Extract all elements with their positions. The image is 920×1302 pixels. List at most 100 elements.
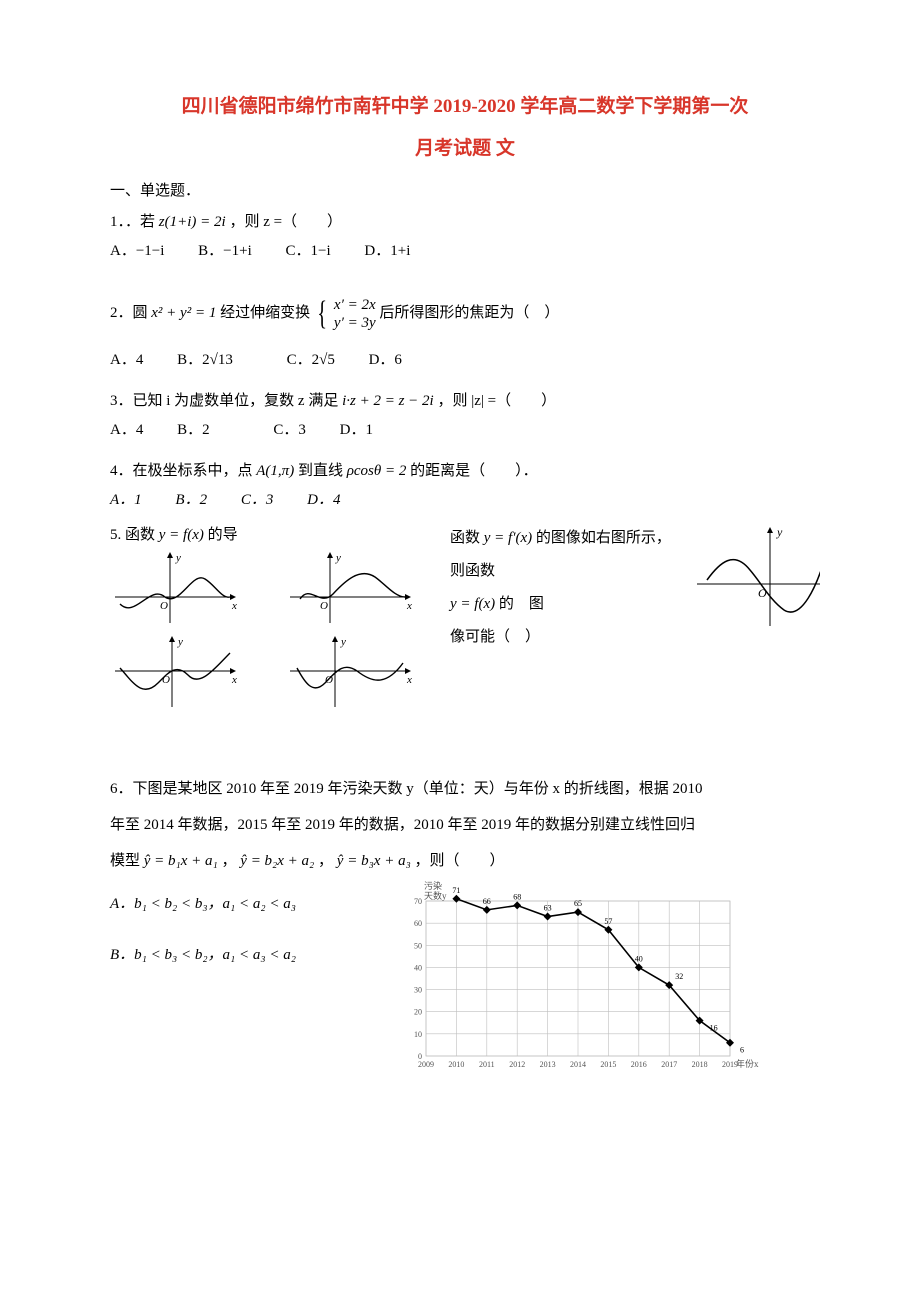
question-2: 2．圆 x² + y² = 1 经过伸缩变换 { x′ = 2x y′ = 3y… bbox=[110, 283, 820, 373]
svg-text:2014: 2014 bbox=[570, 1060, 586, 1069]
q4-optD: D．4 bbox=[307, 492, 340, 508]
svg-text:x: x bbox=[231, 674, 237, 686]
q2-eq1: x² + y² = 1 bbox=[151, 305, 216, 321]
svg-text:63: 63 bbox=[544, 903, 552, 912]
svg-text:2015: 2015 bbox=[600, 1060, 616, 1069]
q2-optB: B．2√13 bbox=[177, 352, 233, 368]
q3-optC: C．3 bbox=[273, 422, 306, 438]
question-3: 3．已知 i 为虚数单位，复数 z 满足 i·z + 2 = z − 2i ，则… bbox=[110, 388, 820, 444]
svg-text:y: y bbox=[335, 552, 341, 564]
svg-text:40: 40 bbox=[414, 963, 422, 972]
svg-text:y: y bbox=[340, 636, 346, 648]
svg-text:2016: 2016 bbox=[631, 1060, 647, 1069]
q3-optD: D．1 bbox=[340, 422, 373, 438]
q6-optB: B．b₁ < b₃ < b₂，a₁ < a₃ < a₂ bbox=[110, 942, 370, 969]
q6-stem-c-a: 模型 bbox=[110, 853, 144, 869]
q2-optD: D．6 bbox=[369, 352, 402, 368]
svg-text:32: 32 bbox=[675, 972, 683, 981]
q3-options: A．4 B．2 C．3 D．1 bbox=[110, 417, 820, 444]
q5-stem-g: 像可能（ ） bbox=[450, 621, 676, 654]
q2-stem-b: 经过伸缩变换 bbox=[220, 305, 314, 321]
question-6: 6．下图是某地区 2010 年至 2019 年污染天数 y（单位：天）与年份 x… bbox=[110, 771, 820, 1074]
q2-stem-a: 2．圆 bbox=[110, 305, 151, 321]
q6-m1: ŷ = b₁x + a₁ bbox=[144, 853, 218, 869]
svg-text:2009: 2009 bbox=[418, 1060, 434, 1069]
q1-optD: D．1+i bbox=[364, 243, 410, 259]
svg-text:57: 57 bbox=[604, 916, 612, 925]
q1-stem-a: 1．．若 bbox=[110, 214, 159, 230]
svg-text:6: 6 bbox=[740, 1045, 744, 1054]
svg-text:16: 16 bbox=[710, 1023, 718, 1032]
q4-optA: A．1 bbox=[110, 492, 142, 508]
q5-stem-b: 的导 bbox=[208, 527, 238, 543]
q4-stem-a: 4．在极坐标系中，点 bbox=[110, 463, 256, 479]
svg-text:2013: 2013 bbox=[540, 1060, 556, 1069]
svg-text:30: 30 bbox=[414, 985, 422, 994]
svg-text:10: 10 bbox=[414, 1029, 422, 1038]
q5-stem-c: 函数 bbox=[450, 530, 484, 546]
svg-text:O: O bbox=[320, 600, 328, 612]
q6-c2: ， bbox=[318, 853, 333, 869]
svg-text:50: 50 bbox=[414, 941, 422, 950]
q5-stem-e: y = f(x) bbox=[450, 596, 495, 612]
page-title-line1: 四川省德阳市绵竹市南轩中学 2019-2020 学年高二数学下学期第一次 bbox=[110, 90, 820, 124]
q5-option-graphs: x y O x y O x y O bbox=[110, 549, 430, 711]
svg-text:65: 65 bbox=[574, 899, 582, 908]
q1-options: A．−1−i B．−1+i C．1−i D．1+i bbox=[110, 238, 820, 265]
svg-text:2012: 2012 bbox=[509, 1060, 525, 1069]
q1-optA: A．−1−i bbox=[110, 243, 164, 259]
svg-text:2018: 2018 bbox=[692, 1060, 708, 1069]
svg-text:70: 70 bbox=[414, 897, 422, 906]
svg-text:天数y: 天数y bbox=[424, 890, 447, 901]
question-5: 5. 函数 y = f(x) 的导 x y O bbox=[110, 522, 820, 711]
q1-math: z(1+i) = 2i bbox=[159, 214, 226, 230]
q6-m2: ŷ = b₂x + a₂ bbox=[240, 853, 314, 869]
q5-stem-f: 的 图 bbox=[499, 596, 544, 612]
q2-options: A．4 B．2√13 C．2√5 D．6 bbox=[110, 347, 820, 374]
svg-text:O: O bbox=[325, 674, 333, 686]
svg-text:71: 71 bbox=[452, 885, 460, 894]
svg-text:年份x: 年份x bbox=[736, 1058, 759, 1069]
q6-m3: ŷ = b₃x + a₃ bbox=[337, 853, 411, 869]
page-title-line2: 月考试题 文 bbox=[110, 132, 820, 166]
q4-optC: C．3 bbox=[241, 492, 274, 508]
q5-stem-a: 5. 函数 bbox=[110, 527, 159, 543]
q6-stem-a: 6．下图是某地区 2010 年至 2019 年污染天数 y（单位：天）与年份 x… bbox=[110, 771, 820, 807]
q2-brace-bot: y′ = 3y bbox=[334, 315, 376, 331]
section-header: 一、单选题． bbox=[110, 178, 820, 205]
svg-text:x: x bbox=[231, 600, 237, 612]
question-4: 4．在极坐标系中，点 A(1,π) 到直线 ρcosθ = 2 的距离是（ ）．… bbox=[110, 458, 820, 514]
svg-text:O: O bbox=[758, 586, 767, 600]
q3-stem-b: ，则 |z| =（ ） bbox=[437, 393, 556, 409]
svg-text:60: 60 bbox=[414, 919, 422, 928]
q4-options: A．1 B．2 C．3 D．4 bbox=[110, 487, 820, 514]
svg-text:2010: 2010 bbox=[448, 1060, 464, 1069]
q6-optA: A．b₁ < b₂ < b₃，a₁ < a₂ < a₃ bbox=[110, 891, 370, 918]
svg-text:y: y bbox=[776, 525, 783, 539]
svg-text:x: x bbox=[406, 600, 412, 612]
q4-optB: B．2 bbox=[175, 492, 207, 508]
q3-eq: i·z + 2 = z − 2i bbox=[342, 393, 434, 409]
q4-stem-b: 到直线 bbox=[298, 463, 347, 479]
q1-stem-b: ，则 z =（ ） bbox=[229, 214, 342, 230]
q5-graph-c: x y O bbox=[110, 633, 240, 711]
svg-text:y: y bbox=[177, 636, 183, 648]
q5-graph-a: x y O bbox=[110, 549, 240, 627]
svg-text:68: 68 bbox=[513, 892, 521, 901]
q6-chart: 0102030405060702009201020112012201320142… bbox=[390, 879, 770, 1074]
q2-optC: C．2√5 bbox=[287, 352, 335, 368]
q2-stem-c: 后所得图形的焦距为（ ） bbox=[379, 305, 559, 321]
q5-graph-d: x y O bbox=[285, 633, 415, 711]
svg-text:40: 40 bbox=[635, 954, 643, 963]
svg-text:20: 20 bbox=[414, 1007, 422, 1016]
q6-stem-c-b: ，则（ ） bbox=[415, 853, 505, 869]
q4-line: ρcosθ = 2 bbox=[347, 463, 407, 479]
svg-text:2011: 2011 bbox=[479, 1060, 495, 1069]
q6-c1: ， bbox=[222, 853, 237, 869]
svg-text:2017: 2017 bbox=[661, 1060, 677, 1069]
q1-optC: C．1−i bbox=[286, 243, 331, 259]
q5-fp: y = f′(x) bbox=[484, 530, 532, 546]
svg-text:O: O bbox=[160, 600, 168, 612]
q5-graph-b: x y O bbox=[285, 549, 415, 627]
q5-derivative-graph: x y O bbox=[692, 522, 820, 632]
